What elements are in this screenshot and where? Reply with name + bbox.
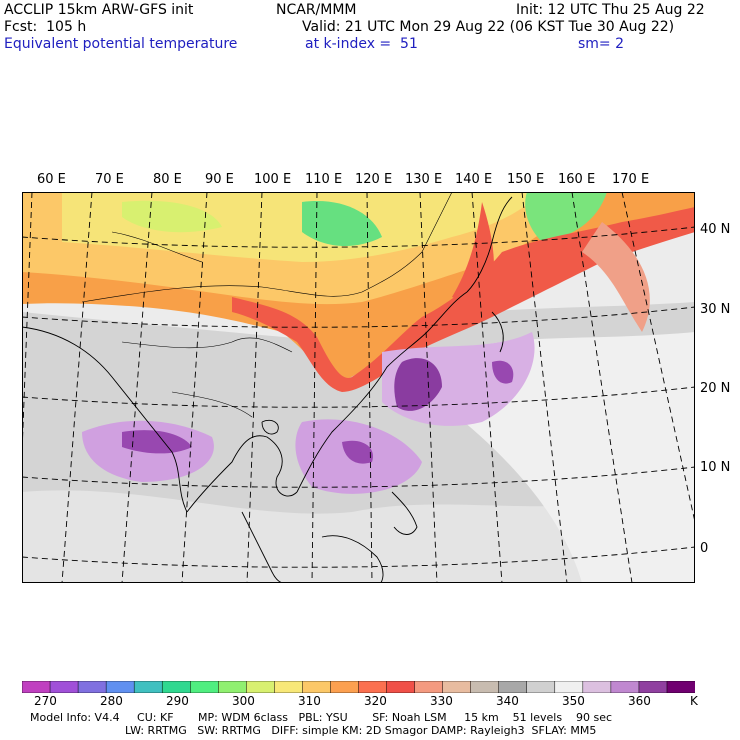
colorbar-swatch: [105, 681, 135, 693]
model-info-line2: LW: RRTMG SW: RRTMG DIFF: simple KM: 2D …: [125, 724, 597, 737]
lon-label: 60 E: [37, 172, 66, 187]
model-info-line1: Model Info: V4.4 CU: KF MP: WDM 6class P…: [30, 711, 613, 724]
colorbar-swatch: [49, 681, 79, 693]
lon-label: 120 E: [355, 172, 393, 187]
colorbar-tick-label: 300: [232, 694, 255, 708]
colorbar: [22, 681, 695, 693]
lon-label: 160 E: [558, 172, 596, 187]
colorbar-swatch: [133, 681, 163, 693]
lat-label: 0: [700, 541, 709, 556]
model-title: ACCLIP 15km ARW-GFS init: [4, 2, 194, 18]
field-purple-core: [342, 440, 373, 464]
colorbar-swatch: [610, 681, 640, 693]
lon-label: 80 E: [153, 172, 182, 187]
field-red-band: [452, 202, 494, 299]
theta-e-map: [22, 192, 695, 583]
lon-label: 90 E: [205, 172, 234, 187]
lat-label: 10 N: [700, 460, 731, 475]
field-purple-core: [394, 358, 442, 411]
field-cool-green: [525, 192, 607, 242]
colorbar-tick-label: 270: [34, 694, 57, 708]
valid-time: Valid: 21 UTC Mon 29 Aug 22 (06 KST Tue …: [302, 19, 675, 35]
lat-label: 20 N: [700, 381, 731, 396]
colorbar-swatch: [414, 681, 444, 693]
colorbar-tick-label: 310: [298, 694, 321, 708]
field-salmon-swirl: [582, 222, 650, 332]
field-purple-core: [492, 360, 514, 384]
colorbar-tick-label: K: [690, 694, 698, 708]
colorbar-swatch: [330, 681, 360, 693]
colorbar-tick-label: 360: [628, 694, 651, 708]
field-red-band: [232, 207, 695, 392]
lat-label: 30 N: [700, 302, 731, 317]
colorbar-swatch: [246, 681, 276, 693]
field-light-band: [22, 490, 695, 583]
colorbar-swatch: [358, 681, 388, 693]
colorbar-swatch: [22, 681, 51, 693]
colorbar-swatch: [498, 681, 528, 693]
field-purple-core: [122, 430, 192, 454]
colorbar-tick-label: 280: [100, 694, 123, 708]
lon-label: 70 E: [95, 172, 124, 187]
colorbar-swatch: [302, 681, 332, 693]
colorbar-swatch: [218, 681, 248, 693]
colorbar-swatch: [190, 681, 220, 693]
lon-label: 140 E: [455, 172, 493, 187]
field-cool-green: [302, 201, 382, 247]
colorbar-swatch: [470, 681, 500, 693]
lon-label: 110 E: [305, 172, 343, 187]
colorbar-swatch: [77, 681, 107, 693]
center-name: NCAR/MMM: [276, 2, 357, 18]
colorbar-swatch: [666, 681, 695, 693]
field-name: Equivalent potential temperature: [4, 36, 238, 52]
lon-label: 150 E: [507, 172, 545, 187]
borders: [81, 192, 453, 418]
lon-label: 170 E: [612, 172, 650, 187]
colorbar-swatch: [582, 681, 612, 693]
colorbar-swatch: [554, 681, 584, 693]
lat-label: 40 N: [700, 222, 731, 237]
colorbar-tick-label: 320: [364, 694, 387, 708]
colorbar-tick-label: 290: [166, 694, 189, 708]
coastlines: [22, 196, 513, 583]
colorbar-swatch: [274, 681, 304, 693]
colorbar-swatch: [161, 681, 192, 693]
field-green-yellow: [122, 200, 222, 233]
graticule: [22, 192, 695, 583]
init-time: Init: 12 UTC Thu 25 Aug 22: [516, 2, 705, 18]
colorbar-swatch: [526, 681, 556, 693]
colorbar-tick-label: 330: [430, 694, 453, 708]
colorbar-swatch: [386, 681, 416, 693]
colorbar-swatch: [638, 681, 668, 693]
lon-label: 100 E: [254, 172, 292, 187]
forecast-hour: Fcst: 105 h: [4, 19, 87, 35]
colorbar-tick-label: 340: [496, 694, 519, 708]
colorbar-tick-label: 350: [562, 694, 585, 708]
smoothing: sm= 2: [578, 36, 625, 52]
lon-label: 130 E: [405, 172, 443, 187]
colorbar-swatch: [442, 681, 472, 693]
map-frame: [22, 192, 695, 583]
level-index: at k-index = 51: [305, 36, 418, 52]
